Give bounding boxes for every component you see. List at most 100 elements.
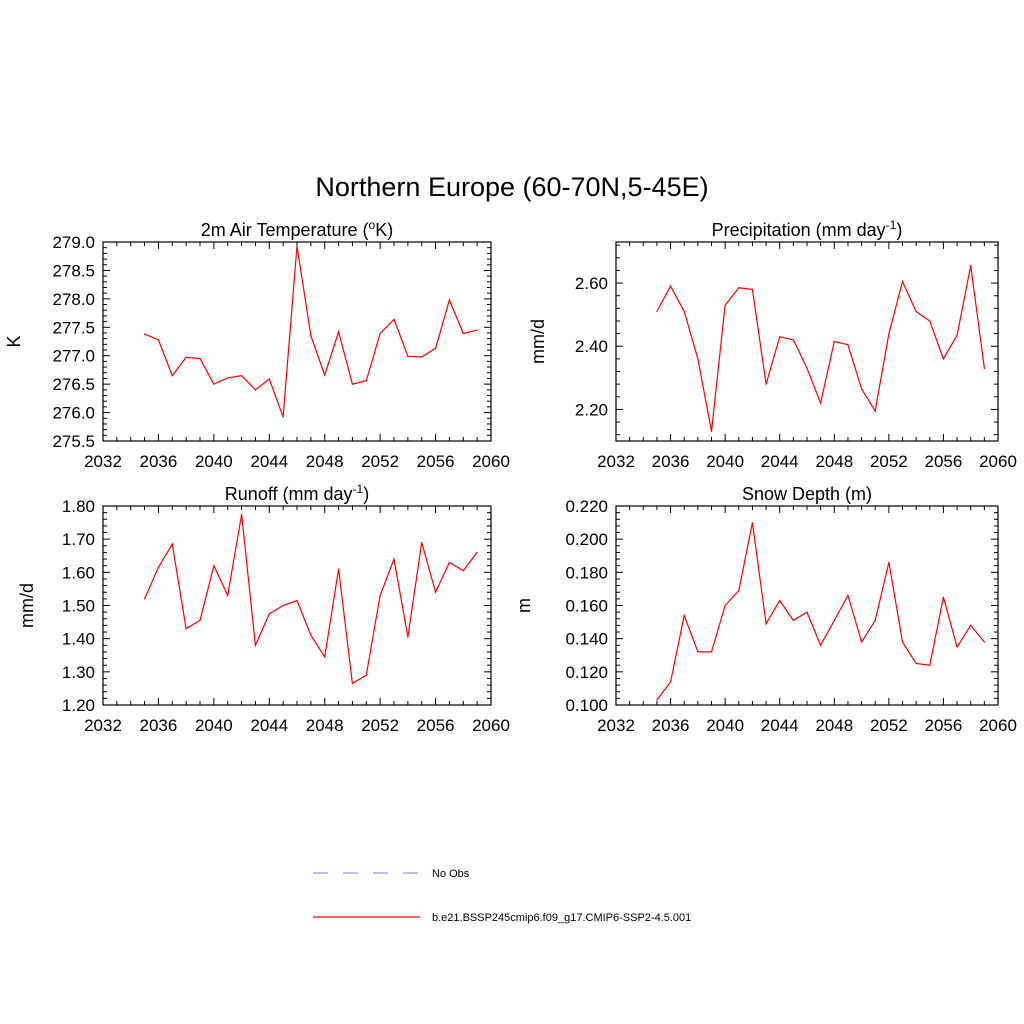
- data-point: [240, 375, 243, 377]
- panel-1: 2032 2036 2040 2044 2048 2052 2056 2060 275.5 276…: [4, 218, 510, 471]
- data-point: [407, 636, 409, 638]
- x-tick-label: 2036: [140, 716, 178, 735]
- y-tick-label: 275.5: [52, 432, 95, 451]
- x-tick-label: 2032: [597, 452, 635, 471]
- data-point: [888, 333, 890, 335]
- data-point: [171, 543, 173, 545]
- data-point: [956, 334, 958, 336]
- data-point: [351, 682, 354, 685]
- y-tick-label: 1.60: [62, 563, 95, 582]
- y-tick-label: 2.60: [575, 274, 608, 293]
- x-tick-label: 2052: [870, 716, 908, 735]
- x-tick-label: 2052: [870, 452, 908, 471]
- x-tick-label: 2032: [84, 452, 122, 471]
- data-point: [724, 604, 726, 607]
- data-point: [310, 335, 312, 337]
- data-point: [434, 347, 437, 349]
- data-point: [751, 521, 754, 524]
- x-tick-label: 2052: [361, 716, 399, 735]
- x-tick-label: 2036: [652, 716, 690, 735]
- data-point: [171, 375, 173, 377]
- x-tick-label: 2048: [306, 452, 344, 471]
- data-point: [254, 389, 257, 391]
- y-tick-label: 0.220: [565, 497, 608, 516]
- data-point: [462, 332, 464, 335]
- data-point: [143, 333, 146, 335]
- data-point: [888, 561, 890, 563]
- x-tick-label: 2048: [815, 452, 853, 471]
- x-tick-label: 2040: [706, 452, 744, 471]
- data-point: [683, 310, 685, 313]
- x-tick-label: 2044: [761, 716, 799, 735]
- data-point: [942, 596, 945, 598]
- data-point: [697, 358, 699, 360]
- data-point: [227, 594, 229, 597]
- y-tick-label: 1.50: [62, 597, 95, 616]
- data-point: [792, 339, 794, 341]
- data-point: [970, 624, 972, 627]
- data-point: [434, 591, 437, 593]
- data-point: [157, 566, 160, 568]
- data-point: [656, 699, 658, 701]
- x-tick-label: 2060: [979, 716, 1017, 735]
- y-axis-label: m: [514, 598, 534, 613]
- data-point: [254, 644, 257, 646]
- data-point: [874, 410, 876, 412]
- data-point: [310, 634, 312, 636]
- data-point: [738, 287, 740, 289]
- y-tick-label: 276.0: [52, 404, 95, 423]
- data-point: [697, 651, 699, 653]
- y-tick-label: 0.200: [565, 530, 608, 549]
- data-point: [656, 310, 658, 313]
- x-tick-label: 2052: [361, 452, 399, 471]
- data-point: [847, 344, 849, 346]
- data-point: [448, 299, 451, 301]
- data-point: [942, 358, 945, 360]
- y-tick-label: 1.70: [62, 530, 95, 549]
- data-point: [476, 329, 478, 331]
- y-tick-label: 1.80: [62, 497, 95, 516]
- data-point: [337, 568, 340, 570]
- data-point: [143, 598, 146, 600]
- x-tick-label: 2056: [925, 452, 963, 471]
- data-point: [806, 367, 808, 369]
- panel-title: Snow Depth (m): [742, 484, 872, 504]
- data-point: [724, 304, 726, 306]
- data-point: [393, 558, 395, 560]
- data-point: [833, 340, 835, 343]
- data-point: [421, 541, 423, 544]
- x-tick-label: 2060: [979, 452, 1017, 471]
- y-axis-label: mm/d: [528, 319, 548, 364]
- data-point: [213, 565, 215, 567]
- data-point: [379, 332, 381, 335]
- data-point: [365, 380, 367, 382]
- y-tick-label: 278.5: [52, 261, 95, 280]
- data-point: [779, 599, 781, 602]
- data-point: [240, 513, 243, 515]
- x-tick-label: 2048: [306, 716, 344, 735]
- x-tick-label: 2036: [652, 452, 690, 471]
- panels: 2032 2036 2040 2044 2048 2052 2056 2060 275.5 276…: [4, 218, 1017, 735]
- data-point: [448, 561, 451, 563]
- x-tick-label: 2056: [417, 452, 455, 471]
- y-tick-label: 1.20: [62, 696, 95, 715]
- panel-title: Precipitation (mm day-1): [712, 218, 903, 240]
- data-point: [365, 674, 367, 676]
- data-point: [929, 320, 931, 322]
- data-point: [393, 318, 395, 320]
- y-tick-label: 278.0: [52, 290, 95, 309]
- data-point: [379, 594, 381, 597]
- y-axis-label: mm/d: [17, 583, 37, 628]
- x-tick-label: 2060: [472, 716, 510, 735]
- data-point: [157, 339, 160, 341]
- data-point: [324, 374, 326, 376]
- panel-4: 2032 2036 2040 2044 2048 2052 2056 2060 0.100 0.1…: [514, 484, 1017, 735]
- data-point: [901, 641, 904, 643]
- data-point: [282, 604, 284, 607]
- data-point: [860, 388, 863, 390]
- data-point: [185, 356, 187, 359]
- x-tick-label: 2040: [706, 716, 744, 735]
- x-tick-label: 2032: [597, 716, 635, 735]
- panel-title: 2m Air Temperature (oK): [201, 218, 393, 240]
